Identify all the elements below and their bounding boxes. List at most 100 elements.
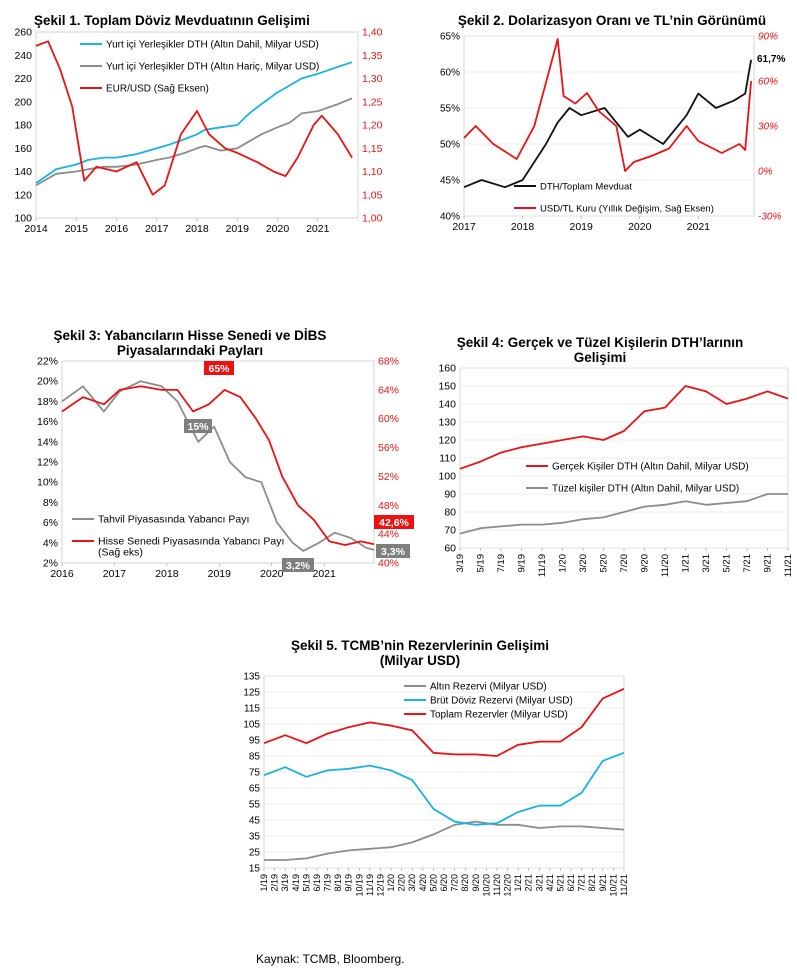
x-tick-label: 3/19 [455, 554, 466, 573]
y-left-tick-label: 140 [14, 166, 32, 178]
x-tick-label: 7/20 [450, 874, 460, 892]
y-left-tick-label: 20% [37, 376, 58, 388]
x-tick-label: 1/19 [259, 874, 269, 892]
x-tick-label: 7/19 [496, 554, 507, 573]
legend-label: USD/TL Kuru (Yıllık Değişim, Sağ Eksen) [540, 204, 714, 215]
chart2-title: Şekil 2. Dolarizasyon Oranı ve TL’nin Gö… [457, 13, 767, 28]
chart1: 100 120 140 160 180 200 220 240 260 1,00 1,05 1,10 1… [14, 28, 383, 235]
x-tick-label: 9/19 [344, 874, 354, 892]
y-left-tick-label: 140 [438, 399, 456, 411]
y-left-tick-label: 60 [444, 543, 456, 555]
x-tick-label: 2020 [628, 221, 652, 233]
y-left-tick-label: 75 [249, 768, 261, 779]
y-left-tick-label: 70 [444, 525, 456, 537]
x-tick-label: 2021 [687, 221, 711, 233]
y-left-tick-label: 105 [243, 720, 260, 731]
bond-mid-label-bg [184, 419, 212, 433]
x-tick-label: 1/20 [558, 554, 569, 573]
series-line-1 [35, 61, 353, 184]
legend-label: Tüzel kişiler DTH (Altın Dahil, Milyar U… [552, 484, 739, 495]
y-right-tick-label: 40% [378, 558, 399, 570]
y-left-tick-label: 200 [14, 96, 32, 108]
x-tick-label: 5/20 [428, 874, 438, 892]
legend-label: Gerçek Kişiler DTH (Altın Dahil, Milyar … [552, 462, 749, 473]
x-tick-label: 2021 [313, 568, 337, 580]
y-left-tick-label: 260 [14, 28, 32, 39]
y-left-tick-label: 40% [440, 212, 460, 223]
y-left-tick-label: 180 [14, 120, 32, 132]
series-line-2 [61, 385, 375, 546]
legend-label: Brüt Döviz Rezervi (Milyar USD) [430, 696, 573, 707]
chart4: 60 70 80 90 100 110 120 130 140 150 160 3/19 5/19 7/1… [438, 363, 794, 578]
series-line-1 [264, 820, 625, 861]
y-left-tick-label: 45% [440, 176, 460, 187]
x-tick-label: 3/20 [407, 874, 417, 892]
legend-label: EUR/USD (Sağ Eksen) [106, 84, 209, 95]
y-right-tick-label: 1,15 [362, 143, 383, 155]
x-tick-label: 5/21 [722, 554, 733, 573]
x-tick-label: 4/19 [291, 874, 301, 892]
x-tick-label: 2017 [145, 223, 169, 235]
y-left-tick-label: 4% [43, 537, 58, 549]
x-tick-label: 2019 [569, 221, 593, 233]
y-left-tick-label: 120 [438, 435, 456, 447]
y-left-tick-label: 100 [14, 213, 32, 225]
x-tick-label: 9/20 [640, 554, 651, 573]
series-line-1 [459, 385, 789, 470]
y-left-tick-label: 14% [37, 436, 58, 448]
x-tick-label: 2/20 [397, 874, 407, 892]
y-left-tick-label: 240 [14, 50, 32, 62]
y-right-tick-label: 56% [378, 442, 399, 454]
x-tick-label: 6/20 [439, 874, 449, 892]
x-tick-label: 6/19 [312, 874, 322, 892]
x-tick-label: 8/19 [333, 874, 343, 892]
legend-label: Yurt içi Yerleşikler DTH (Altın Hariç, M… [106, 62, 319, 73]
x-tick-label: 8/20 [460, 874, 470, 892]
y-right-tick-label: 1,25 [362, 96, 383, 108]
series-line-2 [459, 493, 788, 535]
x-tick-label: 7/20 [619, 554, 630, 573]
x-tick-label: 7/21 [742, 554, 753, 573]
y-right-tick-label: 60% [758, 77, 778, 88]
legend-label: (Sağ eks) [98, 547, 143, 559]
y-right-tick-label: 1,30 [362, 73, 383, 85]
x-tick-label: 2019 [226, 223, 250, 235]
x-tick-label: 3/20 [578, 554, 589, 573]
x-tick-label: 1/20 [386, 874, 396, 892]
chart4-title: Şekil 4: Gerçek ve Tüzel Kişilerin DTH’l… [456, 335, 744, 365]
bond-mid-label: 15% [187, 421, 209, 433]
x-tick-label: 2/21 [524, 874, 534, 892]
y-left-tick-label: 50% [440, 140, 460, 151]
y-left-tick-label: 160 [438, 363, 456, 375]
x-tick-label: 10/19 [354, 874, 364, 897]
x-tick-label: 11/19 [537, 554, 548, 577]
y-left-tick-label: 65 [249, 784, 261, 795]
x-tick-label: 5/20 [599, 554, 610, 573]
x-tick-label: 7/19 [323, 874, 333, 892]
y-right-tick-label: 48% [378, 500, 399, 512]
y-left-tick-label: 35 [249, 832, 261, 843]
equity-last-label: 42,6% [379, 517, 409, 529]
legend-label: Hisse Senedi Piyasasında Yabancı Payı [98, 536, 284, 548]
x-tick-label: 2018 [155, 568, 179, 580]
x-tick-label: 2017 [452, 221, 476, 233]
chart2: 40% 45% 50% 55% 60% 65% -30% 0% 30% 60% 90% 2017 201… [440, 32, 785, 234]
bond-last-label: 3,3% [381, 546, 406, 558]
y-right-tick-label: -30% [758, 212, 781, 223]
y-right-tick-label: 44% [378, 529, 399, 541]
y-left-tick-label: 8% [43, 497, 58, 509]
x-tick-label: 2021 [306, 223, 330, 235]
x-tick-label: 12/19 [375, 874, 385, 897]
y-left-tick-label: 22% [37, 356, 58, 368]
x-tick-label: 11/20 [660, 554, 671, 577]
y-right-tick-label: 0% [758, 167, 773, 178]
x-tick-label: 2020 [266, 223, 290, 235]
y-left-tick-label: 16% [37, 416, 58, 428]
y-left-tick-label: 130 [438, 417, 456, 429]
legend-label: Yurt içi Yerleşikler DTH (Altın Dahil, M… [106, 40, 319, 51]
y-left-tick-label: 80 [444, 507, 456, 519]
peak-label-bg [204, 361, 234, 375]
y-right-tick-label: 1,05 [362, 189, 383, 201]
x-tick-label: 11/20 [492, 874, 502, 896]
